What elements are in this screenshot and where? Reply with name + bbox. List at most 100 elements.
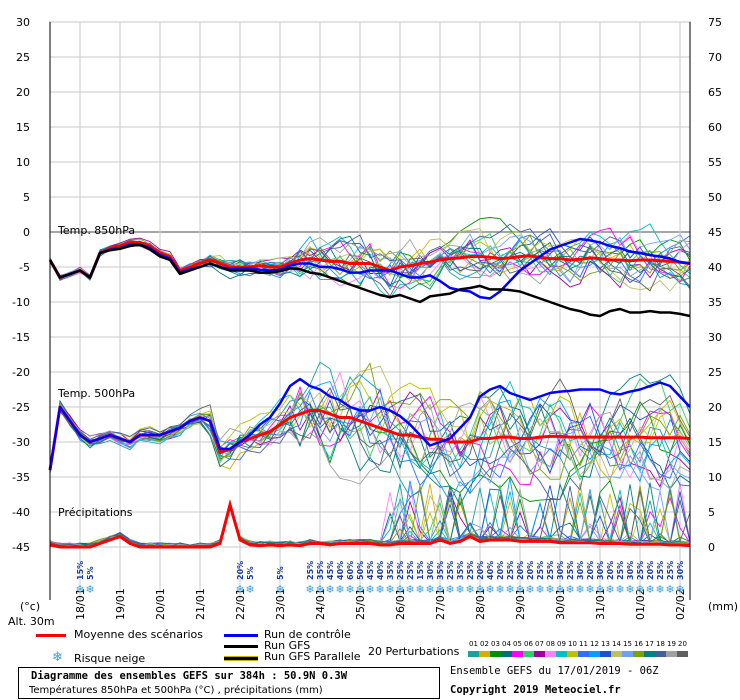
snow-risk-pct: 30% bbox=[556, 561, 565, 580]
snow-risk-flake-icon: ❄ bbox=[665, 583, 674, 596]
snow-risk-flake-icon: ❄ bbox=[635, 583, 644, 596]
snow-risk-pct: 40% bbox=[336, 561, 345, 580]
x-date-label: 19/01 bbox=[114, 588, 127, 620]
y-left-tick: -45 bbox=[12, 541, 30, 554]
perturbation-line-precip bbox=[49, 485, 691, 548]
snow-risk-pct: 35% bbox=[386, 561, 395, 580]
perturbation-swatch: 06 bbox=[523, 640, 534, 660]
snow-risk-flake-icon: ❄ bbox=[465, 583, 474, 596]
y-right-unit: (mm) bbox=[708, 600, 739, 613]
snow-risk-pct: 30% bbox=[426, 561, 435, 580]
perturbation-color bbox=[567, 651, 578, 657]
y-left-tick: -30 bbox=[12, 436, 30, 449]
perturbation-color bbox=[633, 651, 644, 657]
snow-risk-pct: 20% bbox=[606, 561, 615, 580]
snow-risk-flake-icon: ❄ bbox=[245, 583, 254, 596]
perturbation-color bbox=[512, 651, 523, 657]
legend-control-label: Run de contrôle bbox=[264, 628, 351, 641]
snowflake-icon: ❄ bbox=[52, 650, 63, 665]
perturbation-line-500 bbox=[49, 362, 691, 480]
legend-control-swatch bbox=[224, 634, 258, 637]
snow-risk-flake-icon: ❄ bbox=[355, 583, 364, 596]
x-date-label: 20/01 bbox=[154, 588, 167, 620]
snow-risk-pct: 25% bbox=[406, 561, 415, 580]
x-date-label: 23/01 bbox=[274, 588, 287, 620]
snow-risk-pct: 20% bbox=[586, 561, 595, 580]
perturbation-number: 12 bbox=[590, 640, 599, 648]
perturbation-line-500 bbox=[49, 378, 691, 479]
snow-risk-pct: 35% bbox=[456, 561, 465, 580]
perturbation-color bbox=[611, 651, 622, 657]
y-right-tick: 25 bbox=[708, 366, 722, 379]
y-right-tick: 65 bbox=[708, 86, 722, 99]
perturbation-color bbox=[622, 651, 633, 657]
y-left-tick: -25 bbox=[12, 401, 30, 414]
y-right-tick: 30 bbox=[708, 331, 722, 344]
y-left-tick: 25 bbox=[16, 51, 30, 64]
altitude-label: Alt. 30m bbox=[8, 615, 55, 628]
snow-risk-pct: 30% bbox=[596, 561, 605, 580]
series-mean-t850 bbox=[48, 241, 691, 279]
x-date-label: 25/01 bbox=[354, 588, 367, 620]
plot-frame bbox=[49, 21, 691, 548]
perturbation-number: 19 bbox=[667, 640, 676, 648]
snow-risk-pct: 25% bbox=[396, 561, 405, 580]
perturbation-swatch: 11 bbox=[578, 640, 589, 660]
perturbation-line-500 bbox=[49, 398, 691, 491]
perturbation-color bbox=[468, 651, 479, 657]
snow-risk-flake-icon: ❄ bbox=[595, 583, 604, 596]
snow-risk-flake-icon: ❄ bbox=[335, 583, 344, 596]
perturbation-number: 14 bbox=[612, 640, 621, 648]
y-right-tick: 40 bbox=[708, 261, 722, 274]
perturbation-color bbox=[556, 651, 567, 657]
snow-risk-pct: 25% bbox=[656, 561, 665, 580]
chart-grid bbox=[49, 21, 691, 600]
perturbation-swatch: 20 bbox=[677, 640, 688, 660]
snow-risk-pct: 25% bbox=[566, 561, 575, 580]
snow-risk-pct: 20% bbox=[476, 561, 485, 580]
perturbation-number: 16 bbox=[634, 640, 643, 648]
perturbation-line-500 bbox=[49, 380, 691, 474]
run-info: Ensemble GEFS du 17/01/2019 - 06Z bbox=[450, 665, 659, 677]
snow-risk-pct: 20% bbox=[526, 561, 535, 580]
snow-risk-pct: 45% bbox=[326, 561, 335, 580]
snow-risk-pct: 20% bbox=[646, 561, 655, 580]
perturbation-swatch: 04 bbox=[501, 640, 512, 660]
snow-risk-flake-icon: ❄ bbox=[485, 583, 494, 596]
legend-mean-label: Moyenne des scénarios bbox=[74, 628, 203, 641]
perturbation-number: 05 bbox=[513, 640, 522, 648]
y-right-tick: 45 bbox=[708, 226, 722, 239]
snow-risk-flake-icon: ❄ bbox=[385, 583, 394, 596]
legend-snow-label: Risque neige bbox=[74, 652, 146, 665]
snow-risk-pct: 25% bbox=[616, 561, 625, 580]
snow-risk-pct: 30% bbox=[676, 561, 685, 580]
snow-risk-pct: 20% bbox=[496, 561, 505, 580]
snow-risk-flake-icon: ❄ bbox=[305, 583, 314, 596]
perturbation-line-850 bbox=[49, 237, 691, 289]
series-gfs-t850 bbox=[48, 243, 691, 318]
snow-risk-flake-icon: ❄ bbox=[435, 583, 444, 596]
y-right-tick: 20 bbox=[708, 401, 722, 414]
snow-risk-flake-icon: ❄ bbox=[585, 583, 594, 596]
perturbation-number: 06 bbox=[524, 640, 533, 648]
perturbation-color bbox=[589, 651, 600, 657]
y-right-tick: 35 bbox=[708, 296, 722, 309]
chart-subtitle: Températures 850hPa et 500hPa (°C) , pré… bbox=[29, 685, 323, 696]
y-right-tick: 0 bbox=[708, 541, 715, 554]
panel-label-precip: Précipitations bbox=[58, 506, 133, 519]
perturbation-number: 04 bbox=[502, 640, 511, 648]
snow-risk-pct: 25% bbox=[636, 561, 645, 580]
snow-risk-flake-icon: ❄ bbox=[675, 583, 684, 596]
legend-gfs-parallel-label: Run GFS Parallele bbox=[264, 650, 361, 663]
perturbation-swatch: 02 bbox=[479, 640, 490, 660]
y-left-tick: 5 bbox=[23, 191, 30, 204]
snow-risk-flake-icon: ❄ bbox=[395, 583, 404, 596]
perturbation-number: 17 bbox=[645, 640, 654, 648]
y-left-tick: -15 bbox=[12, 331, 30, 344]
snow-risk-pct: 25% bbox=[536, 561, 545, 580]
x-date-label: 30/01 bbox=[554, 588, 567, 620]
snow-risk-pct: 5% bbox=[86, 566, 95, 580]
snow-risk-flake-icon: ❄ bbox=[315, 583, 324, 596]
snow-risk-flake-icon: ❄ bbox=[615, 583, 624, 596]
legend-gfs-label: Run GFS bbox=[264, 639, 311, 652]
